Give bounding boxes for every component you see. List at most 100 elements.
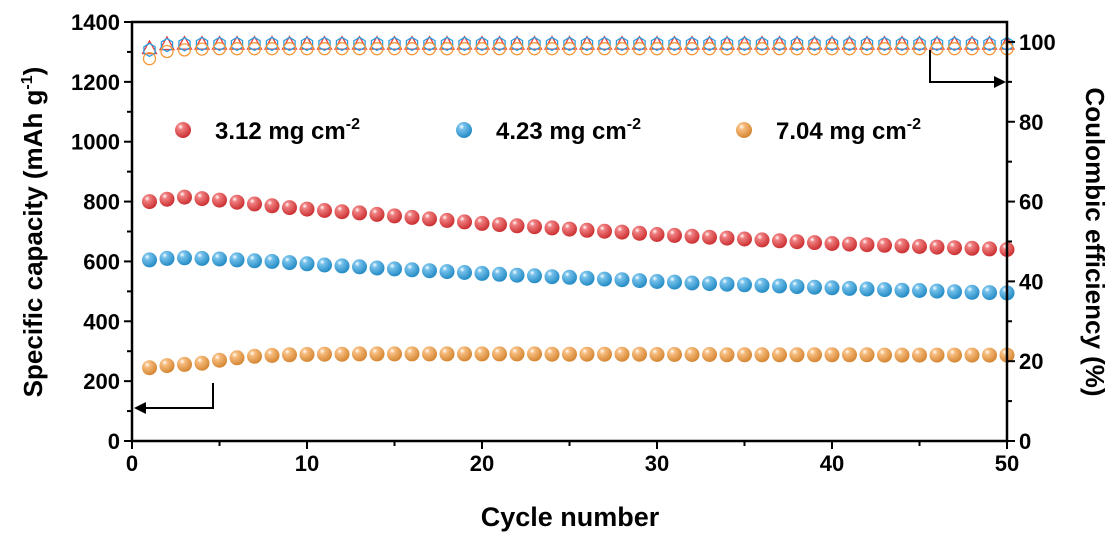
efficiency-point-series-1 (683, 35, 701, 50)
capacity-point-series-2 (177, 250, 192, 266)
capacity-point-series-3 (737, 347, 752, 363)
capacity-point-series-1 (649, 227, 665, 242)
efficiency-point-series-2 (510, 36, 524, 52)
capacity-point-series-1 (877, 237, 892, 253)
capacity-point-series-3 (177, 356, 192, 372)
efficiency-point-series-2 (213, 36, 226, 52)
capacity-point-series-3 (142, 360, 157, 376)
capacity-point-series-1 (422, 211, 437, 227)
efficiency-point-series-3 (842, 42, 857, 56)
efficiency-point-series-3 (492, 42, 507, 56)
capacity-point-series-1 (614, 224, 630, 240)
efficiency-point-series-1 (386, 35, 403, 50)
efficiency-point-series-3 (650, 42, 664, 56)
capacity-point-series-2 (912, 283, 927, 298)
capacity-point-series-1 (457, 214, 472, 230)
capacity-point-series-2 (457, 265, 472, 280)
capacity-point-series-1 (859, 237, 875, 253)
capacity-point-series-3 (509, 346, 525, 362)
efficiency-point-series-3 (370, 42, 384, 56)
y-axis-left-label: Specific capacity (mAh g-1) (18, 67, 48, 398)
right-axis-arrow (929, 50, 1000, 83)
efficiency-point-series-1 (946, 35, 963, 50)
efficiency-point-series-2 (160, 37, 174, 53)
capacity-point-series-3 (649, 347, 665, 362)
efficiency-point-series-3 (282, 42, 297, 56)
capacity-point-series-2 (737, 277, 752, 293)
efficiency-point-series-1 (473, 35, 491, 50)
capacity-points (142, 189, 1015, 376)
efficiency-point-series-3 (807, 42, 822, 56)
efficiency-point-series-1 (561, 35, 578, 50)
capacity-point-series-2 (807, 279, 822, 295)
efficiency-point-series-2 (335, 36, 349, 52)
capacity-point-series-1 (929, 239, 945, 255)
efficiency-point-series-1 (491, 35, 508, 50)
efficiency-point-series-3 (947, 42, 962, 56)
capacity-point-series-2 (509, 267, 525, 283)
axes (124, 20, 1015, 449)
capacity-point-series-3 (194, 355, 210, 371)
capacity-point-series-2 (142, 252, 157, 268)
efficiency-point-series-3 (982, 42, 997, 56)
capacity-point-series-3 (317, 346, 332, 362)
capacity-point-series-3 (369, 346, 385, 362)
x-tick-label: 10 (295, 451, 319, 476)
efficiency-point-series-3 (667, 42, 682, 56)
capacity-point-series-3 (457, 346, 472, 362)
efficiency-point-series-2 (615, 36, 629, 52)
capacity-point-series-2 (614, 272, 630, 288)
capacity-point-series-1 (912, 239, 927, 254)
capacity-point-series-3 (544, 346, 560, 362)
efficiency-point-series-2 (983, 36, 996, 52)
capacity-point-series-1 (544, 220, 560, 236)
efficiency-point-series-3 (632, 42, 647, 56)
efficiency-point-series-2 (878, 36, 891, 52)
efficiency-point-series-2 (720, 36, 734, 52)
efficiency-point-series-1 (963, 35, 981, 50)
efficiency-point-series-1 (823, 35, 841, 50)
efficiency-point-series-2 (265, 36, 279, 52)
efficiency-point-series-1 (508, 35, 526, 50)
capacity-point-series-3 (474, 346, 490, 362)
capacity-point-series-3 (842, 347, 857, 363)
efficiency-point-series-3 (317, 42, 332, 56)
efficiency-point-series-2 (808, 36, 821, 52)
efficiency-point-series-1 (438, 35, 456, 50)
efficiency-point-series-1 (981, 35, 998, 50)
efficiency-point-series-3 (527, 42, 542, 56)
efficiency-point-series-1 (246, 35, 263, 50)
capacity-point-series-1 (352, 205, 367, 221)
capacity-point-series-3 (789, 347, 805, 363)
efficiency-point-series-1 (543, 35, 561, 50)
right-axis-arrowhead (994, 76, 1006, 88)
capacity-point-series-3 (859, 347, 875, 363)
efficiency-point-series-2 (738, 36, 751, 52)
capacity-point-series-3 (527, 346, 542, 362)
capacity-point-series-3 (982, 347, 997, 363)
y-left-tick-label: 0 (108, 429, 120, 454)
capacity-point-series-2 (194, 250, 210, 266)
x-tick-label: 40 (820, 451, 844, 476)
capacity-point-series-3 (894, 347, 910, 363)
legend: 3.12 mg cm-2 4.23 mg cm-2 7.04 mg cm-2 (175, 116, 921, 145)
y-left-tick-label: 400 (83, 309, 120, 334)
efficiency-point-series-2 (230, 36, 244, 52)
efficiency-point-series-3 (335, 42, 349, 56)
capacity-point-series-3 (877, 347, 892, 363)
capacity-point-series-3 (684, 347, 700, 362)
capacity-point-series-1 (404, 209, 420, 225)
efficiency-point-series-1 (176, 35, 193, 50)
capacity-point-series-3 (264, 347, 280, 363)
capacity-point-series-3 (229, 350, 245, 366)
capacity-point-series-2 (842, 280, 857, 296)
efficiency-point-series-3 (877, 42, 892, 56)
capacity-point-series-2 (947, 284, 962, 300)
left-axis-arrow (140, 383, 214, 409)
efficiency-point-series-3 (860, 42, 874, 56)
efficiency-point-series-1 (228, 35, 246, 50)
capacity-point-series-1 (387, 208, 402, 224)
capacity-point-series-3 (772, 347, 787, 363)
efficiency-point-series-1 (211, 35, 228, 50)
